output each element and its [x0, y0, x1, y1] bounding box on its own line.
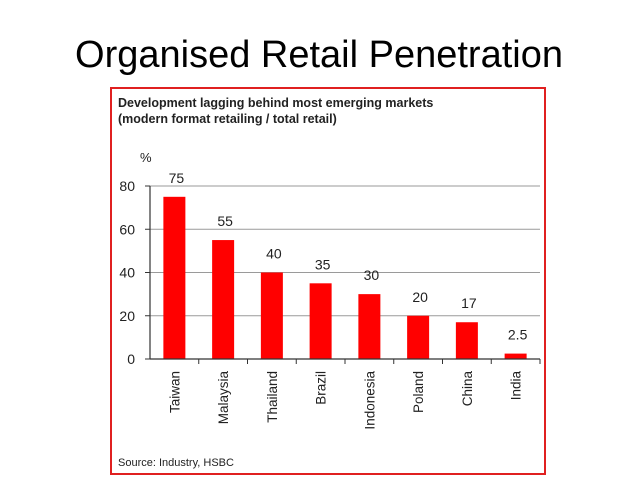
x-tick-label: India	[509, 371, 524, 401]
x-tick-label: Taiwan	[167, 371, 182, 413]
data-label: 20	[412, 289, 428, 305]
data-label: 75	[169, 170, 185, 186]
data-label: 35	[315, 256, 331, 272]
x-tick-label: Indonesia	[362, 371, 377, 430]
x-tick-labels: Taiwan Malaysia Thailand Brazil Indonesia Pol…	[167, 371, 523, 430]
x-tick-label: Thailand	[265, 371, 280, 423]
bar	[163, 196, 186, 359]
bar	[212, 240, 235, 359]
y-tick-label: 40	[119, 265, 135, 281]
x-tick-label: Poland	[411, 371, 426, 413]
x-tick-label: China	[460, 371, 475, 407]
data-label: 17	[461, 295, 477, 311]
data-label: 2.5	[508, 327, 528, 343]
data-labels: 75 55 40 35 30 20 17 2.5	[169, 170, 528, 343]
bar	[309, 283, 332, 359]
slide-title: Organised Retail Penetration	[75, 34, 563, 76]
bar	[358, 294, 381, 359]
y-tick-label: 0	[127, 351, 135, 367]
bar	[407, 315, 430, 359]
y-tick-label: 80	[119, 178, 135, 194]
x-tick-label: Malaysia	[216, 371, 231, 425]
data-label: 40	[266, 246, 282, 262]
chart-source: Source: Industry, HSBC	[118, 457, 234, 469]
gridlines	[145, 185, 541, 364]
chart-subtitle: (modern format retailing / total retail)	[118, 112, 337, 126]
x-tick-label: Brazil	[314, 371, 329, 405]
y-axis-unit-label: %	[140, 150, 152, 165]
bars	[163, 196, 527, 359]
chart-title: Development lagging behind most emerging…	[118, 96, 433, 110]
data-label: 55	[217, 213, 233, 229]
y-tick-labels: 0 20 40 60 80	[119, 178, 135, 367]
bar	[455, 322, 478, 359]
bar	[504, 353, 527, 359]
y-tick-label: 60	[119, 221, 135, 237]
bar	[260, 272, 283, 359]
y-tick-label: 20	[119, 308, 135, 324]
data-label: 30	[364, 267, 380, 283]
